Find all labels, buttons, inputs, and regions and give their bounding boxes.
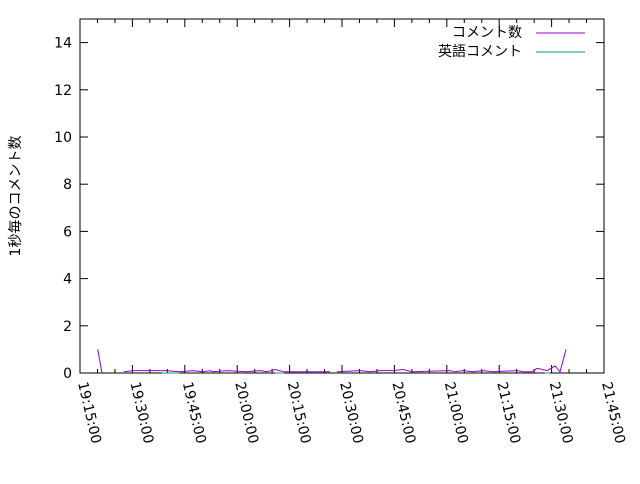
- x-tick-label: 20:45:00: [389, 380, 419, 445]
- y-tick-label: 10: [54, 130, 72, 146]
- x-tick-label: 20:30:00: [336, 380, 366, 445]
- y-tick-label: 12: [54, 83, 72, 99]
- series-line-0: [97, 349, 567, 374]
- legend-label-0: コメント数: [452, 25, 522, 41]
- x-tick-label: 21:45:00: [598, 380, 628, 445]
- y-axis: 0 2 4 6 8 10 12 14: [54, 36, 604, 382]
- y-tick-label: 8: [63, 177, 72, 193]
- x-tick-label: 21:00:00: [441, 380, 471, 445]
- y-tick-label: 2: [63, 319, 72, 335]
- x-tick-label: 19:15:00: [74, 380, 104, 445]
- plot-border: [79, 18, 605, 374]
- x-tick-label: 21:15:00: [493, 380, 523, 445]
- x-axis: 19:15:00 19:30:00 19:45:00 20:00:00 20:15:00…: [74, 19, 628, 445]
- y-axis-label: 1秒毎のコメント数: [8, 136, 24, 257]
- axes: [79, 18, 605, 374]
- x-tick-label: 20:15:00: [284, 380, 314, 445]
- x-tick-label: 19:30:00: [127, 380, 157, 445]
- legend-label-1: 英語コメント: [438, 43, 522, 60]
- x-tick-label: 21:30:00: [546, 380, 576, 445]
- x-tick-label: 20:00:00: [231, 380, 261, 445]
- y-tick-label: 14: [54, 36, 72, 52]
- y-tick-label: 4: [63, 272, 72, 288]
- series-lines: [97, 349, 567, 374]
- legend: コメント数 英語コメント: [438, 25, 585, 60]
- y-tick-label: 6: [63, 224, 72, 240]
- y-tick-label: 0: [63, 366, 72, 382]
- x-tick-label: 19:45:00: [179, 380, 209, 445]
